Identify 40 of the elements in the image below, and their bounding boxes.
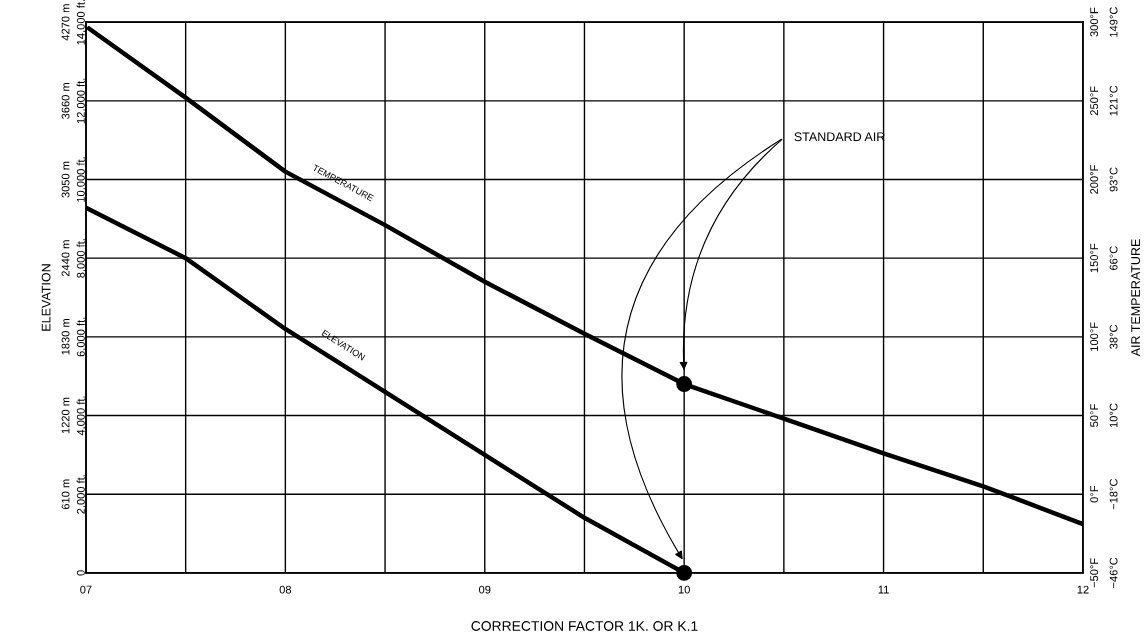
y-tick-label: 8,000 ft. — [76, 239, 87, 278]
y2-tick-label: 200°F — [1090, 165, 1099, 194]
text: 149°C — [1109, 7, 1118, 37]
x-tick-label: 07 — [80, 585, 92, 594]
x-axis-title: CORRECTION FACTOR 1K. OR K.1 — [471, 621, 698, 631]
x-tick-label: 09 — [479, 585, 491, 594]
y2-tick-label: 0°F — [1090, 485, 1099, 503]
y2-tick-label: 150°F — [1090, 243, 1099, 273]
y3-tick-label: 1830 m — [61, 319, 70, 355]
y3-tick-label: 3660 m — [61, 83, 70, 119]
x-tick-label: 08 — [279, 585, 292, 594]
y-tick-label: 6,000 ft. — [76, 317, 87, 357]
y-tick-label: 2,000 ft. — [76, 475, 87, 514]
y3-tick-label: 2440 m — [61, 240, 70, 277]
text: −18°C — [1109, 478, 1118, 510]
y3-tick-label: 610 m — [61, 479, 70, 510]
text: −46°C — [1109, 557, 1118, 588]
x-tick-label: 12 — [1077, 585, 1089, 594]
y-tick-label: 0 — [76, 570, 85, 576]
text: 93°C — [1109, 167, 1118, 192]
y2-tick-label: −50°F — [1090, 558, 1099, 588]
y2-axis-title: AIR TEMPERATURE — [1131, 239, 1141, 357]
y2-tick-label: 50°F — [1090, 404, 1099, 427]
text: 38°C — [1109, 324, 1118, 349]
y2-tick-label: 100°F — [1090, 322, 1099, 351]
y3-tick-label: 1220 m — [61, 397, 70, 434]
y2-tick-label: 300°F — [1090, 7, 1099, 37]
text: 121°C — [1109, 85, 1118, 116]
y-tick-label: 12,000 ft. — [76, 78, 87, 124]
y-tick-label: 10,000 ft. — [76, 157, 87, 202]
y-tick-label: 14,000 ft. — [76, 0, 87, 45]
text: 10°C — [1109, 403, 1118, 428]
y-tick-label: 4,000 ft. — [76, 396, 87, 436]
y3-tick-label: 3050 m — [61, 161, 70, 198]
text: 66°C — [1109, 246, 1118, 271]
y-axis-title: ELEVATION — [41, 264, 51, 331]
y2-tick-label: 250°F — [1090, 86, 1099, 116]
x-tick-label: 11 — [878, 585, 889, 594]
x-tick-label: 10 — [678, 585, 690, 594]
y3-tick-label: 4270 m — [61, 4, 70, 41]
